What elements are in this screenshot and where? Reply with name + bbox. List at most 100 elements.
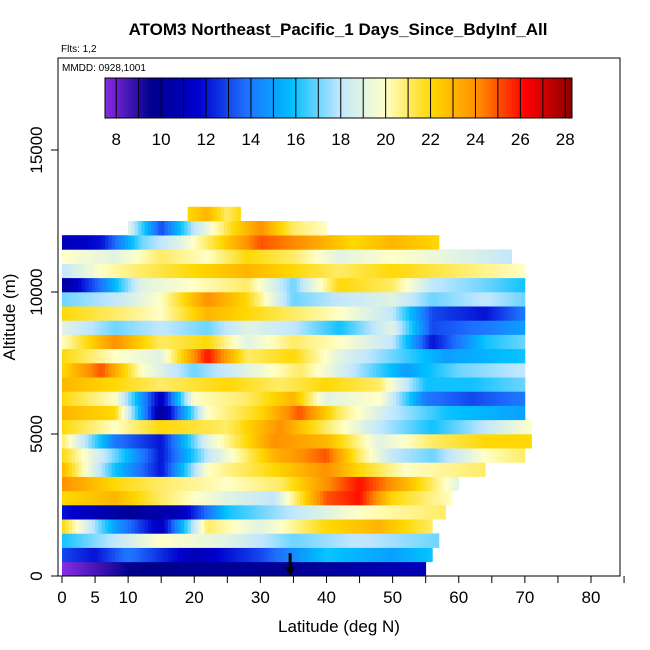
heatmap-cell-layer-16 <box>276 334 281 350</box>
heatmap-cell-layer-14 <box>81 363 86 378</box>
heatmap-cell-layer-3 <box>181 519 185 534</box>
heatmap-cell-layer-0 <box>101 561 106 577</box>
heatmap-cell-layer-9 <box>389 434 394 449</box>
heatmap-cell-layer-3 <box>309 519 314 534</box>
heatmap-cell-layer-21 <box>376 263 380 279</box>
heatmap-cell-layer-16 <box>98 334 103 350</box>
heatmap-cell-layer-1 <box>382 547 387 563</box>
heatmap-cell-layer-10 <box>144 419 149 435</box>
heatmap-cell-layer-22 <box>349 249 354 264</box>
heatmap-cell-layer-7 <box>128 462 132 477</box>
heatmap-cell-layer-10 <box>247 419 251 435</box>
heatmap-cell-layer-19 <box>167 292 172 307</box>
heatmap-cell-layer-10 <box>207 419 212 435</box>
heatmap-cell-layer-17 <box>154 320 159 335</box>
heatmap-cell-layer-10 <box>323 419 327 435</box>
heatmap-cell-layer-11 <box>458 405 463 421</box>
heatmap-cell-layer-17 <box>442 320 446 335</box>
heatmap-cell-layer-22 <box>485 249 489 264</box>
heatmap-cell-layer-12 <box>395 391 400 406</box>
heatmap-cell-layer-3 <box>174 519 179 534</box>
heatmap-cell-layer-21 <box>224 263 228 279</box>
heatmap-cell-layer-3 <box>81 519 86 534</box>
heatmap-cell-layer-13 <box>445 377 450 392</box>
heatmap-cell-layer-17 <box>448 320 453 335</box>
heatmap-cell-layer-9 <box>488 434 493 449</box>
heatmap-cell-layer-15 <box>329 348 334 364</box>
heatmap-cell-layer-16 <box>343 334 347 350</box>
heatmap-cell-layer-6 <box>395 476 400 492</box>
heatmap-cell-layer-11 <box>316 405 321 421</box>
heatmap-cell-layer-23 <box>425 235 430 250</box>
heatmap-cell-layer-17 <box>283 320 288 335</box>
heatmap-cell-layer-5 <box>164 490 169 506</box>
heatmap-cell-layer-1 <box>128 547 132 563</box>
heatmap-cell-layer-16 <box>154 334 159 350</box>
heatmap-cell-layer-17 <box>392 320 397 335</box>
heatmap-cell-layer-14 <box>88 363 93 378</box>
heatmap-cell-layer-18 <box>187 306 192 321</box>
heatmap-cell-layer-8 <box>71 448 76 463</box>
heatmap-cell-layer-12 <box>154 391 159 406</box>
heatmap-cell-layer-3 <box>187 519 192 534</box>
heatmap-cell-layer-16 <box>471 334 476 350</box>
heatmap-cell-layer-14 <box>141 363 146 378</box>
heatmap-cell-layer-5 <box>263 490 268 506</box>
heatmap-cell-layer-15 <box>161 348 165 364</box>
heatmap-cell-layer-18 <box>81 306 86 321</box>
heatmap-cell-layer-19 <box>309 292 314 307</box>
heatmap-cell-layer-12 <box>349 391 354 406</box>
heatmap-cell-layer-6 <box>432 476 437 492</box>
heatmap-cell-layer-9 <box>452 434 456 449</box>
heatmap-cell-layer-4 <box>346 505 351 520</box>
heatmap-cell-layer-22 <box>194 249 198 264</box>
heatmap-cell-layer-15 <box>448 348 453 364</box>
heatmap-cell-layer-16 <box>412 334 417 350</box>
heatmap-cell-layer-18 <box>511 306 516 321</box>
heatmap-cell-layer-2 <box>293 533 298 548</box>
heatmap-cell-layer-24 <box>220 221 225 236</box>
heatmap-cell-layer-1 <box>68 547 73 563</box>
heatmap-cell-layer-23 <box>412 235 417 250</box>
heatmap-cell-layer-17 <box>240 320 245 335</box>
heatmap-cell-layer-14 <box>111 363 116 378</box>
heatmap-cell-layer-11 <box>217 405 222 421</box>
heatmap-cell-layer-4 <box>101 505 106 520</box>
heatmap-cell-layer-16 <box>309 334 314 350</box>
heatmap-cell-layer-13 <box>471 377 476 392</box>
heatmap-cell-layer-23 <box>227 235 232 250</box>
heatmap-cell-layer-22 <box>98 249 103 264</box>
heatmap-cell-layer-6 <box>171 476 175 492</box>
heatmap-cell-layer-12 <box>448 391 453 406</box>
heatmap-cell-layer-11 <box>399 405 403 421</box>
heatmap-cell-layer-1 <box>323 547 327 563</box>
heatmap-cell-layer-8 <box>181 448 185 463</box>
heatmap-cell-layer-21 <box>511 263 516 279</box>
heatmap-cell-layer-14 <box>319 363 324 378</box>
heatmap-cell-layer-7 <box>343 462 347 477</box>
heatmap-cell-layer-5 <box>194 490 198 506</box>
heatmap-cell-layer-13 <box>68 377 73 392</box>
heatmap-cell-layer-9 <box>233 434 238 449</box>
heatmap-cell-layer-18 <box>167 306 172 321</box>
heatmap-cell-layer-23 <box>98 235 103 250</box>
heatmap-cell-layer-3 <box>336 519 341 534</box>
heatmap-cell-layer-18 <box>346 306 351 321</box>
heatmap-cell-layer-18 <box>71 306 76 321</box>
heatmap-cell-layer-15 <box>270 348 274 364</box>
heatmap-cell-layer-22 <box>402 249 407 264</box>
heatmap-cell-layer-2 <box>257 533 261 548</box>
heatmap-cell-layer-2 <box>75 533 79 548</box>
heatmap-cell-layer-4 <box>339 505 344 520</box>
heatmap-cell-layer-13 <box>462 377 466 392</box>
heatmap-cell-layer-5 <box>207 490 212 506</box>
heatmap-cell-layer-13 <box>488 377 493 392</box>
heatmap-cell-layer-10 <box>485 419 489 435</box>
heatmap-cell-layer-21 <box>452 263 456 279</box>
heatmap-cell-layer-20 <box>177 277 182 293</box>
heatmap-cell-layer-6 <box>154 476 159 492</box>
heatmap-cell-layer-4 <box>392 505 397 520</box>
heatmap-cell-layer-18 <box>333 306 337 321</box>
heatmap-cell-layer-12 <box>372 391 377 406</box>
heatmap-cell-layer-1 <box>372 547 377 563</box>
